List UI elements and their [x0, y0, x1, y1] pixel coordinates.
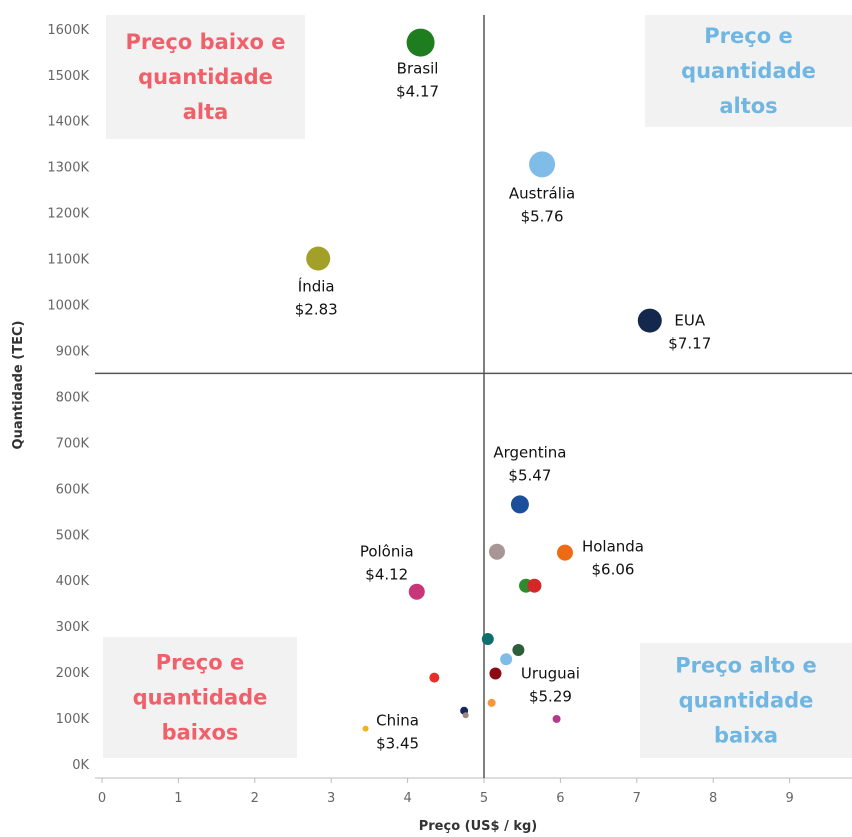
value-label-holanda: $6.06 [592, 561, 635, 579]
x-tick-label: 0 [98, 791, 106, 806]
point-polônia [408, 583, 425, 600]
point-índia [306, 246, 331, 271]
point-unlabeled [527, 578, 542, 593]
quadrant-label-bottom-left: baixos [162, 721, 239, 745]
reference-lines [95, 15, 852, 778]
y-tick-label: 700K [56, 436, 90, 451]
x-tick-label: 4 [403, 791, 411, 806]
x-tick-label: 6 [556, 791, 564, 806]
value-label-argentina: $5.47 [508, 466, 551, 484]
y-tick-label: 300K [56, 620, 90, 635]
point-unlabeled [488, 543, 505, 560]
quadrant-label-top-right: Preço e [704, 24, 792, 48]
y-tick-label: 100K [56, 712, 90, 727]
x-tick-label: 5 [480, 791, 488, 806]
label-holanda: Holanda [582, 538, 644, 556]
y-tick-label: 900K [56, 344, 90, 359]
point-unlabeled [429, 672, 440, 683]
point-eua [637, 308, 662, 333]
y-tick-label: 500K [56, 528, 90, 543]
quadrant-label-bottom-right: baixa [714, 724, 778, 748]
point-holanda [556, 544, 573, 561]
quadrant-label-top-left: quantidade [138, 65, 273, 89]
x-tick-label: 7 [633, 791, 641, 806]
x-tick-label: 2 [251, 791, 259, 806]
label-uruguai: Uruguai [521, 664, 580, 682]
quadrant-label-bottom-left: quantidade [133, 686, 268, 710]
label-brasil: Brasil [397, 60, 439, 78]
value-label-índia: $2.83 [295, 301, 338, 319]
y-tick-label: 1400K [47, 115, 89, 130]
label-china: China [376, 712, 419, 730]
x-tick-label: 1 [174, 791, 182, 806]
quadrant-box-top-right [645, 15, 852, 127]
value-label-eua: $7.17 [668, 335, 711, 353]
label-argentina: Argentina [493, 443, 566, 461]
quadrant-label-top-right: altos [719, 94, 777, 118]
x-tick-label: 3 [327, 791, 335, 806]
label-índia: Índia [298, 277, 335, 296]
quadrant-label-bottom-right: Preço alto e [675, 654, 817, 678]
y-tick-label: 1500K [47, 69, 89, 84]
point-uruguai [489, 667, 502, 680]
quadrant-label-top-left: Preço baixo e [125, 30, 285, 54]
x-axis-title: Preço (US$ / kg) [419, 819, 538, 834]
quadrant-label-bottom-left: Preço e [156, 651, 244, 675]
quadrant-box-bottom-right [640, 643, 852, 758]
quadrant-label-bottom-right: quantidade [679, 689, 814, 713]
y-tick-label: 400K [56, 574, 90, 589]
point-china [362, 725, 369, 732]
quadrant-box-top-left [106, 15, 305, 139]
point-austrália [529, 151, 556, 178]
point-unlabeled [512, 644, 525, 657]
value-label-uruguai: $5.29 [529, 687, 572, 705]
y-tick-label: 800K [56, 390, 90, 405]
point-unlabeled [552, 714, 561, 723]
value-label-brasil: $4.17 [396, 83, 439, 101]
y-tick-label: 1600K [47, 23, 89, 38]
y-tick-label: 0K [72, 758, 89, 773]
point-unlabeled [462, 712, 469, 719]
quadrant-labels: Preço baixo e quantidade alta Preço e quanti… [103, 15, 852, 758]
point-unlabeled [481, 633, 494, 646]
y-tick-label: 1100K [47, 253, 89, 268]
quadrant-box-bottom-left [103, 637, 297, 758]
label-eua: EUA [674, 312, 705, 330]
quadrant-label-top-left: alta [183, 100, 229, 124]
point-brasil [406, 28, 435, 57]
label-polônia: Polônia [360, 543, 414, 561]
point-unlabeled [500, 653, 513, 666]
y-axis-title: Quantidade (TEC) [11, 321, 26, 450]
quadrant-label-top-right: quantidade [681, 59, 816, 83]
data-points [306, 28, 662, 732]
x-tick-label: 8 [709, 791, 717, 806]
point-argentina [510, 495, 529, 514]
y-tick-label: 600K [56, 482, 90, 497]
x-tick-label: 9 [785, 791, 793, 806]
label-austrália: Austrália [509, 184, 575, 202]
y-tick-label: 1000K [47, 299, 89, 314]
data-labels: Brasil $4.17 Austrália $5.76 Índia $2.83 EUA $7… [295, 60, 712, 753]
value-label-austrália: $5.76 [521, 207, 564, 225]
y-tick-label: 200K [56, 666, 90, 681]
y-tick-label: 1200K [47, 207, 89, 222]
value-label-china: $3.45 [376, 735, 419, 753]
value-label-polônia: $4.12 [365, 566, 408, 584]
point-unlabeled [487, 698, 496, 707]
y-tick-label: 1300K [47, 161, 89, 176]
axes: 0K100K200K300K400K500K600K700K800K900K10… [47, 23, 852, 806]
